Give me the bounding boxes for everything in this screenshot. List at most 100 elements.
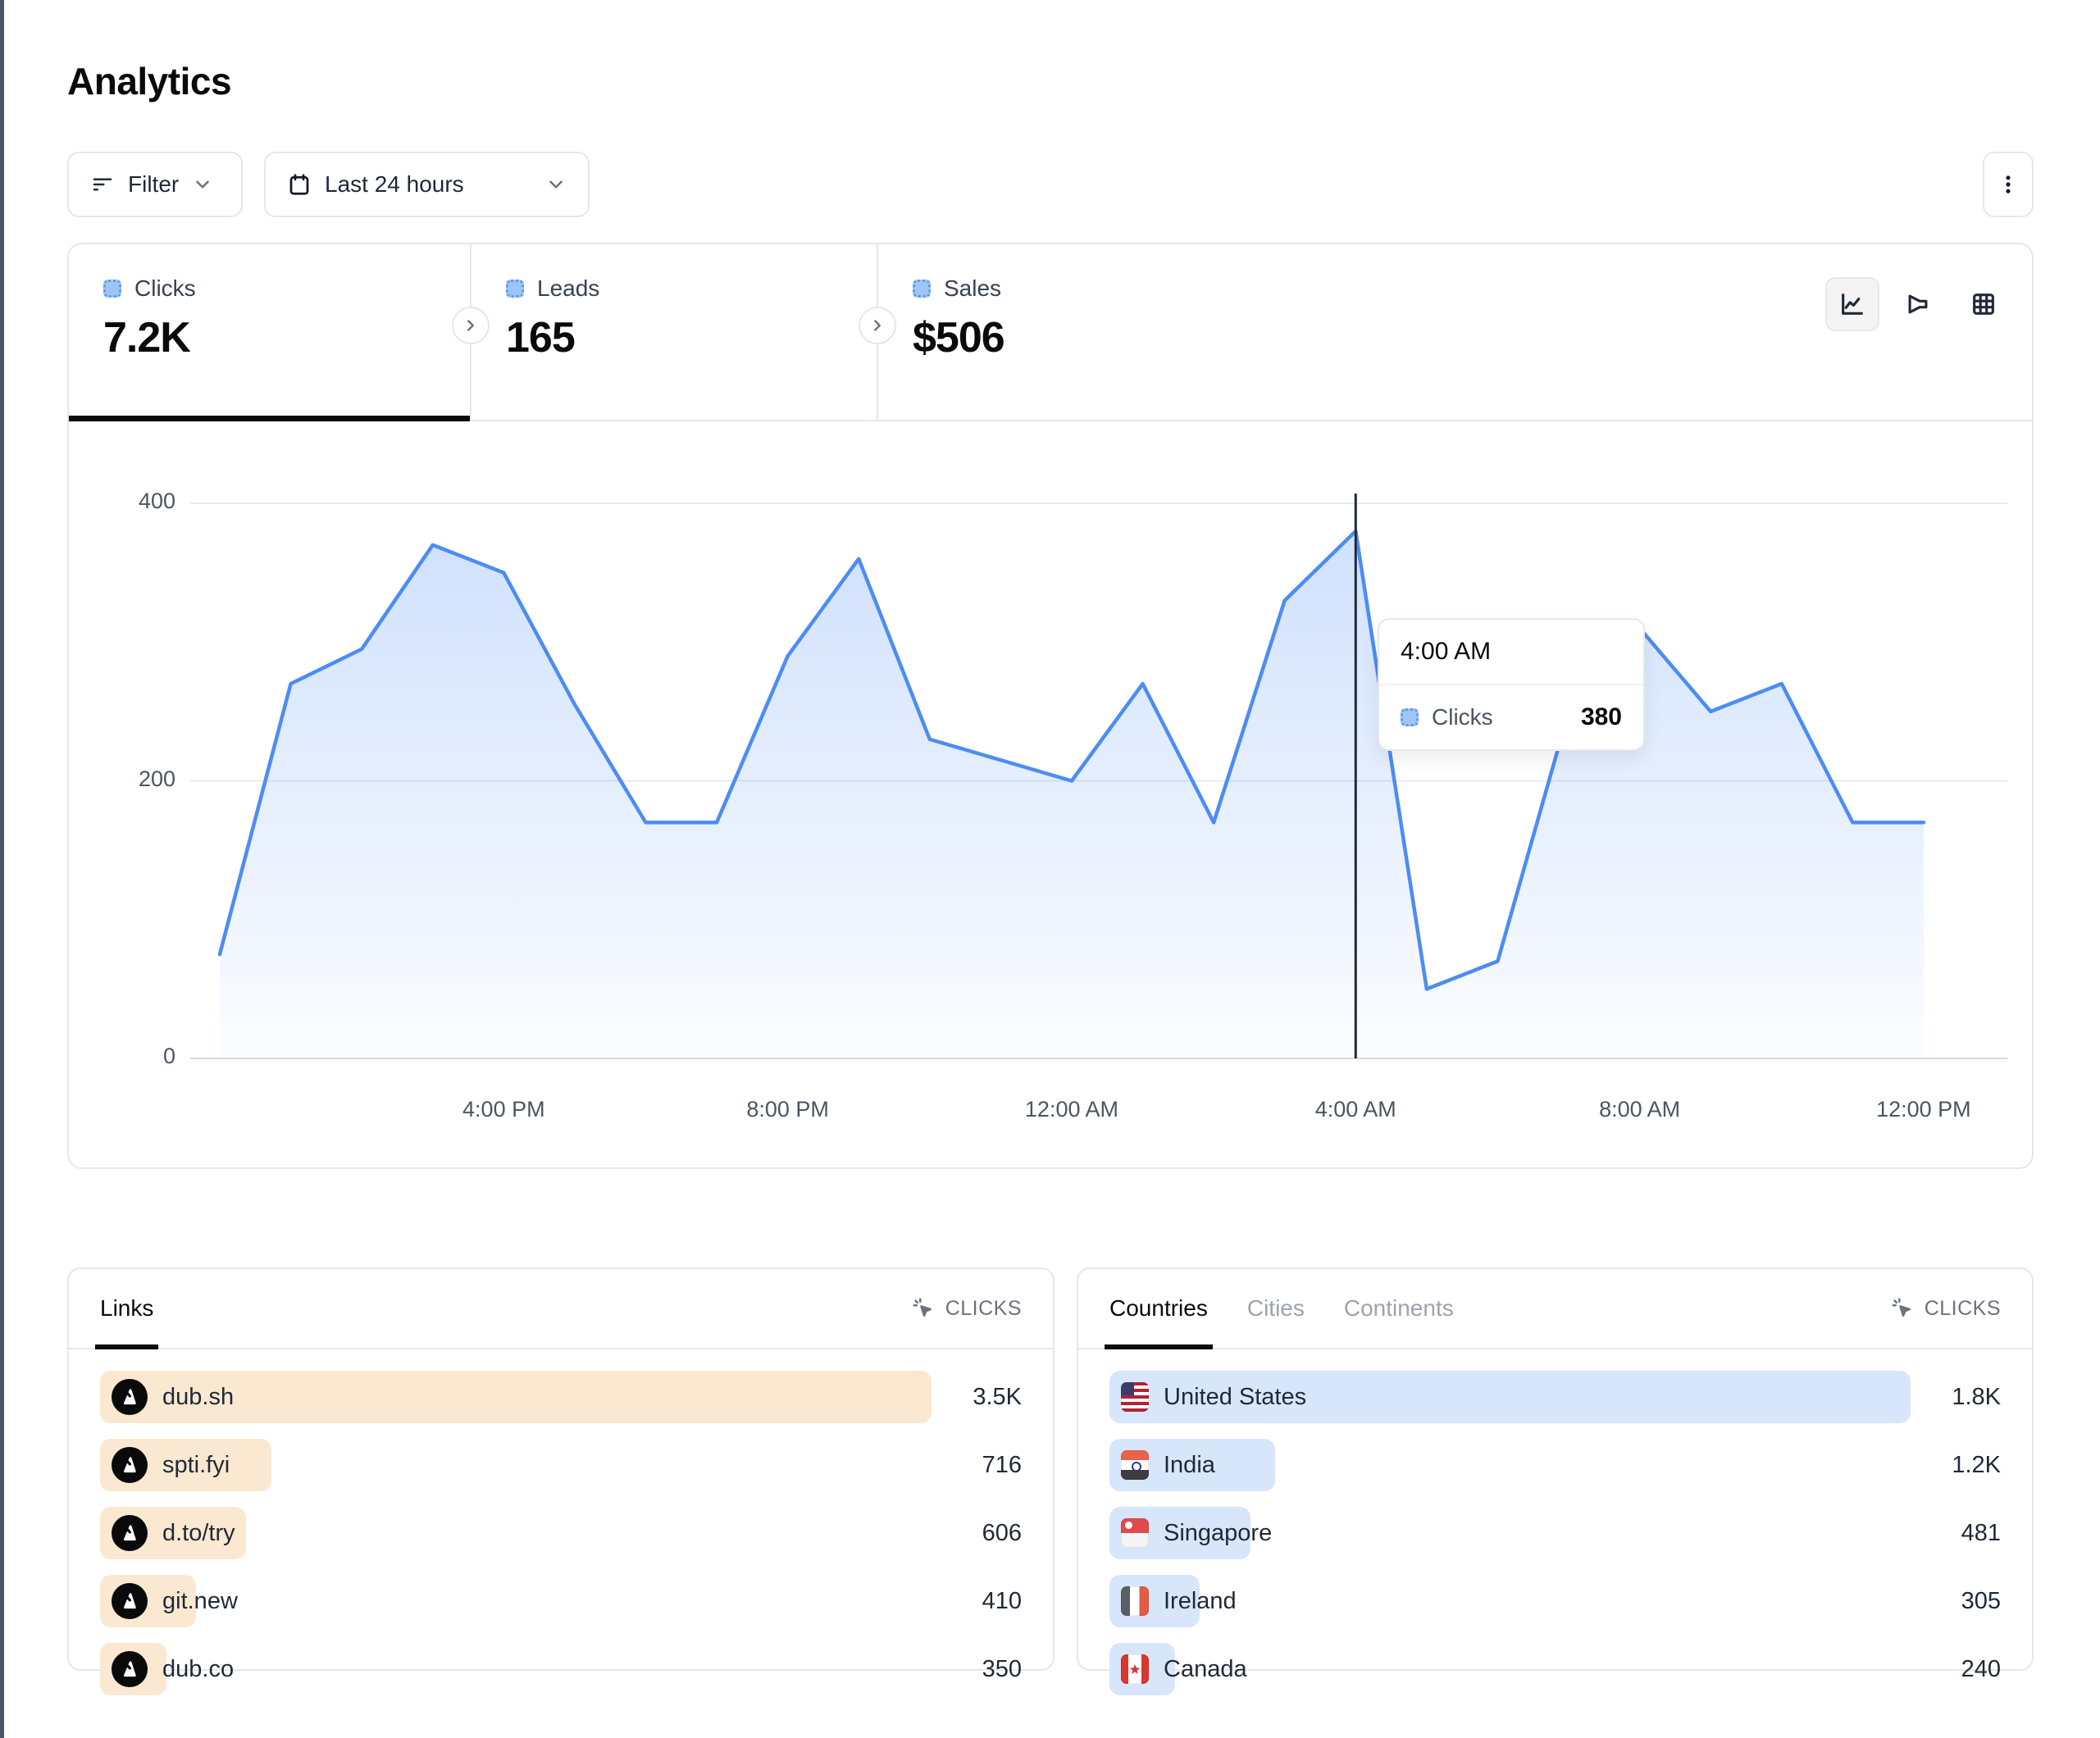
tab-links[interactable]: Links xyxy=(94,1269,159,1349)
dub-logo-icon xyxy=(112,1583,148,1619)
stat-value: 165 xyxy=(506,314,576,362)
more-options-button[interactable] xyxy=(1983,152,2034,217)
calendar-icon xyxy=(287,172,312,197)
sales-legend-icon xyxy=(913,280,931,298)
country-bar: Canada xyxy=(1109,1643,1247,1695)
chart-tooltip: 4:00 AM Clicks 380 xyxy=(1378,618,1645,751)
link-bar: dub.sh xyxy=(100,1371,932,1423)
page-title: Analytics xyxy=(67,60,232,102)
flag-in-icon xyxy=(1121,1450,1149,1480)
stats-divider xyxy=(452,244,490,420)
link-row[interactable]: git.new 410 xyxy=(100,1575,1022,1627)
tab-countries-label: Countries xyxy=(1109,1295,1208,1321)
flag-ca-icon xyxy=(1121,1654,1149,1684)
stat-tab-sales[interactable]: Sales $506 xyxy=(878,244,2032,420)
link-label: d.to/try xyxy=(162,1519,235,1546)
country-clicks-value: 1.8K xyxy=(1952,1383,2001,1410)
country-row[interactable]: United States 1.8K xyxy=(1109,1371,2001,1423)
stat-value: 7.2K xyxy=(103,314,191,362)
date-range-label: Last 24 hours xyxy=(325,171,464,197)
link-row[interactable]: d.to/try 606 xyxy=(100,1507,1022,1559)
dub-logo-icon xyxy=(112,1379,148,1415)
link-row[interactable]: spti.fyi 716 xyxy=(100,1439,1022,1491)
stat-tab-clicks[interactable]: Clicks 7.2K xyxy=(69,244,470,421)
link-clicks-value: 606 xyxy=(982,1519,1022,1546)
filter-icon xyxy=(90,172,115,197)
stat-label: Sales xyxy=(944,275,1002,301)
tab-continents[interactable]: Continents xyxy=(1344,1269,1454,1348)
x-axis-label: 4:00 AM xyxy=(1314,1097,1396,1122)
stat-label: Clicks xyxy=(134,275,196,301)
chart-type-toggle xyxy=(1825,277,2011,331)
x-axis-label: 8:00 AM xyxy=(1599,1097,1681,1122)
country-row[interactable]: Singapore 481 xyxy=(1109,1507,2001,1559)
link-clicks-value: 410 xyxy=(982,1587,1022,1614)
y-axis-label: 200 xyxy=(138,766,175,791)
y-axis-label: 400 xyxy=(138,489,175,513)
table-view-button[interactable] xyxy=(1957,277,2011,331)
link-label: git.new xyxy=(162,1587,238,1614)
leads-legend-icon xyxy=(506,280,524,298)
country-label: United States xyxy=(1164,1383,1307,1410)
country-row[interactable]: Ireland 305 xyxy=(1109,1575,2001,1627)
link-bar: d.to/try xyxy=(100,1507,247,1559)
y-axis-label: 0 xyxy=(162,1044,175,1068)
geo-clicks-sort-button[interactable]: CLICKS xyxy=(1890,1296,2001,1321)
link-clicks-value: 3.5K xyxy=(973,1383,1022,1410)
funnel-chart-view-button[interactable] xyxy=(1891,277,1945,331)
country-row[interactable]: Canada 240 xyxy=(1109,1643,2001,1695)
stat-value: $506 xyxy=(913,314,1005,362)
clicks-area-chart[interactable] xyxy=(190,461,2007,1084)
tab-countries[interactable]: Countries xyxy=(1105,1269,1213,1349)
link-bar: spti.fyi xyxy=(100,1439,271,1491)
stats-tabs: Clicks 7.2K Leads 165 xyxy=(69,244,2032,421)
date-range-button[interactable]: Last 24 hours xyxy=(264,152,590,217)
x-axis-label: 4:00 PM xyxy=(462,1097,545,1122)
dub-logo-icon xyxy=(112,1515,148,1551)
links-panel-header: Links CLICKS xyxy=(69,1269,1053,1349)
link-row[interactable]: dub.sh 3.5K xyxy=(100,1371,1022,1423)
links-clicks-sort-button[interactable]: CLICKS xyxy=(911,1296,1022,1321)
x-axis-label: 8:00 PM xyxy=(746,1097,829,1122)
dub-logo-icon xyxy=(112,1651,148,1687)
country-clicks-value: 305 xyxy=(1961,1587,2001,1614)
analytics-card: Clicks 7.2K Leads 165 xyxy=(67,243,2034,1169)
stat-label: Leads xyxy=(537,275,600,301)
clicks-legend-icon xyxy=(103,280,121,298)
tab-continents-label: Continents xyxy=(1343,1295,1454,1321)
x-axis-label: 12:00 PM xyxy=(1876,1097,1971,1122)
link-bar: dub.co xyxy=(100,1643,234,1695)
dub-logo-icon xyxy=(112,1447,148,1483)
tooltip-value: 380 xyxy=(1580,703,1622,730)
link-label: dub.sh xyxy=(162,1383,235,1410)
link-label: spti.fyi xyxy=(162,1451,230,1478)
geo-metric-label: CLICKS xyxy=(1924,1296,2001,1320)
flag-sg-icon xyxy=(1121,1518,1149,1548)
link-row[interactable]: dub.co 350 xyxy=(100,1643,1022,1695)
window-edge xyxy=(0,0,4,1738)
stats-divider xyxy=(859,244,896,420)
links-metric-label: CLICKS xyxy=(945,1296,1022,1320)
chevron-down-icon xyxy=(192,174,213,195)
countries-list: United States 1.8K India 1.2K xyxy=(1078,1349,2032,1695)
country-label: Ireland xyxy=(1164,1587,1237,1614)
country-clicks-value: 240 xyxy=(1961,1655,2001,1682)
clicks-legend-icon xyxy=(1401,708,1419,726)
link-clicks-value: 350 xyxy=(982,1655,1022,1682)
tooltip-time: 4:00 AM xyxy=(1379,620,1643,685)
link-clicks-value: 716 xyxy=(982,1451,1022,1478)
country-row[interactable]: India 1.2K xyxy=(1109,1439,2001,1491)
kebab-menu-icon xyxy=(1997,173,2020,196)
stat-tab-leads[interactable]: Leads 165 xyxy=(471,244,877,420)
expand-leads-button[interactable] xyxy=(452,307,490,344)
flag-ie-icon xyxy=(1121,1586,1149,1616)
links-list: dub.sh 3.5K spti.fyi xyxy=(69,1349,1053,1695)
tab-links-label: Links xyxy=(100,1295,154,1321)
tab-cities[interactable]: Cities xyxy=(1247,1269,1305,1348)
filter-button[interactable]: Filter xyxy=(67,152,243,217)
expand-sales-button[interactable] xyxy=(859,307,896,344)
flag-us-icon xyxy=(1121,1382,1149,1412)
cursor-click-icon xyxy=(911,1296,936,1321)
line-chart-view-button[interactable] xyxy=(1825,277,1879,331)
country-label: India xyxy=(1164,1451,1215,1478)
